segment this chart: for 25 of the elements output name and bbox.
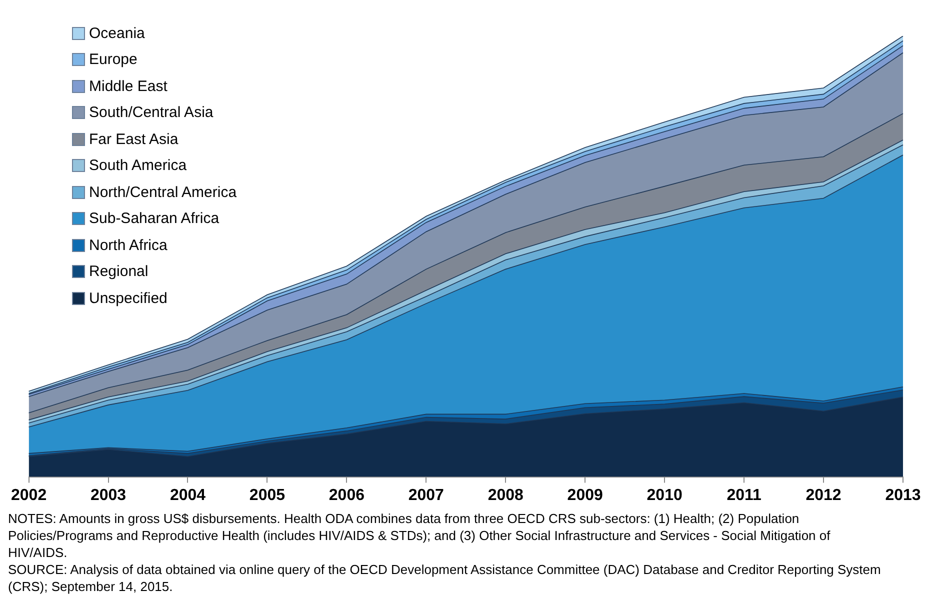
text: NOTES: Amounts in gross US$ disbursements. Health ODA combines data from three OECD CRS sub-sectors: (1) Health; (2) Population Policies/Programs and Reproductive Health (includes HIV/AIDS & STDs); and (3) Other Social Infrastructure and Services - Social Mitigation of HIV/AIDS. xyxy=(8,510,832,561)
legend-label: Regional xyxy=(89,263,148,280)
x-tick-label: 2012 xyxy=(806,486,842,504)
x-tick-label: 2004 xyxy=(170,486,206,504)
x-tick-label: 2010 xyxy=(646,486,682,504)
x-tick-label: 2007 xyxy=(408,486,444,504)
legend-label: Oceania xyxy=(89,24,145,42)
legend-label: North/Central America xyxy=(89,184,237,201)
x-tick-label: 2002 xyxy=(11,486,47,504)
x-tick-label: 2003 xyxy=(90,486,126,504)
x-tick-label: 2008 xyxy=(488,486,524,504)
legend-label: Far East Asia xyxy=(89,130,178,148)
legend-label: Middle East xyxy=(89,78,168,95)
legend-label: South/Central Asia xyxy=(89,104,214,122)
legend-label: North Africa xyxy=(89,236,168,254)
legend-label: South America xyxy=(89,157,187,174)
legend-label: Europe xyxy=(89,51,138,68)
legend-label: Unspecified xyxy=(89,290,168,307)
x-tick-label: 2005 xyxy=(249,486,286,504)
x-tick-label: 2006 xyxy=(328,486,365,504)
x-tick-label: 2011 xyxy=(726,486,762,504)
x-tick-label: 2013 xyxy=(885,486,921,504)
source-note: SOURCE: Analysis of data obtained via online query of the OECD Development Assistance Committee (DAC) Database and Creditor Reporting System (CRS); September 14, 2015. xyxy=(8,561,882,595)
legend-label: Sub-Saharan Africa xyxy=(89,210,220,228)
x-tick-label: 2009 xyxy=(567,486,604,504)
